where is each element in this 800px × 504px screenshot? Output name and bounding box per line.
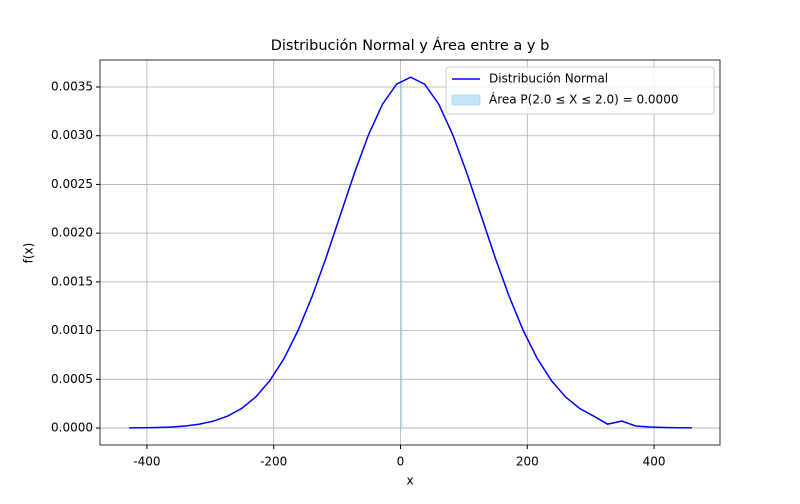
y-tick-label: 0.0010 bbox=[51, 323, 93, 337]
legend-box bbox=[445, 66, 715, 115]
y-tick-label: 0.0025 bbox=[51, 177, 93, 191]
x-tick-label: 400 bbox=[643, 455, 666, 469]
x-tick-label: -400 bbox=[133, 455, 160, 469]
x-axis-label: x bbox=[406, 474, 413, 488]
legend-label: Distribución Normal bbox=[489, 72, 608, 86]
plot-frame bbox=[99, 59, 721, 446]
y-tick-label: 0.0035 bbox=[51, 79, 93, 93]
x-tick-label: -200 bbox=[260, 455, 287, 469]
y-tick-label: 0.0020 bbox=[51, 226, 93, 240]
y-tick-label: 0.0015 bbox=[51, 274, 93, 288]
chart-title: Distribución Normal y Área entre a y b bbox=[271, 37, 550, 54]
legend-label: Área P(2.0 ≤ X ≤ 2.0) = 0.0000 bbox=[489, 92, 678, 107]
y-axis-label: f(x) bbox=[22, 243, 36, 264]
x-tick-label: 0 bbox=[397, 455, 405, 469]
y-tick-label: 0.0000 bbox=[51, 421, 93, 435]
y-tick-label: 0.0005 bbox=[51, 372, 93, 386]
x-tick-label: 200 bbox=[516, 455, 539, 469]
legend-swatch bbox=[451, 94, 481, 106]
line-series bbox=[129, 76, 693, 429]
y-tick-label: 0.0030 bbox=[51, 128, 93, 142]
